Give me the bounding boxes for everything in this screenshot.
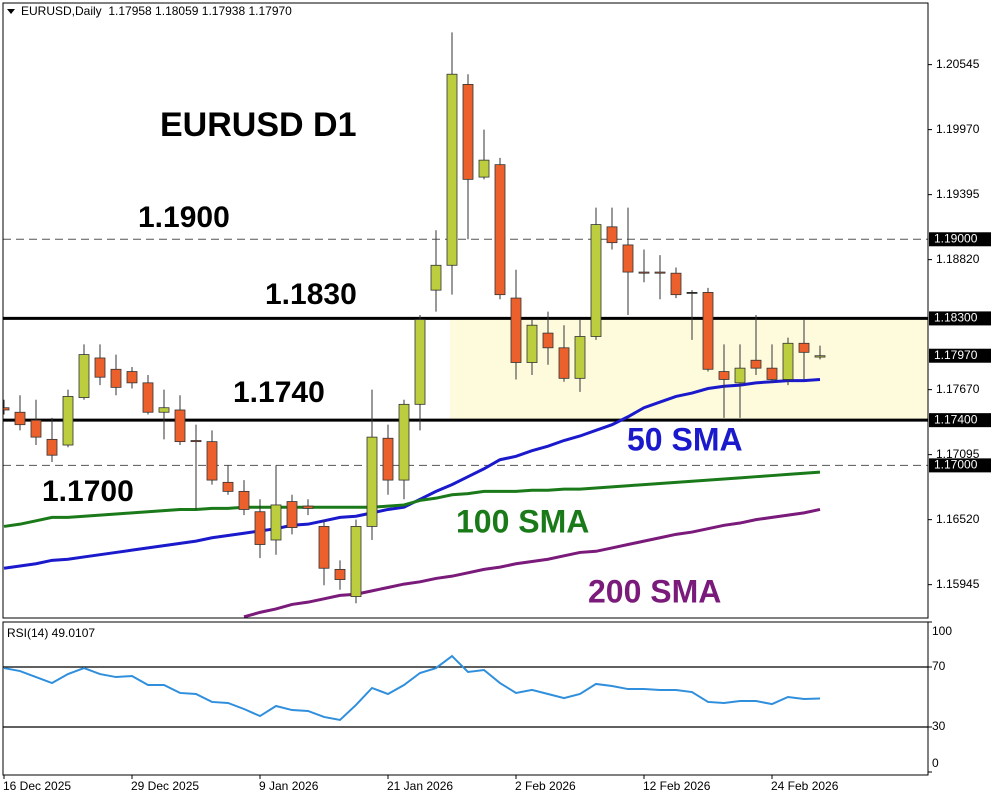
candle-body — [414, 319, 426, 405]
candle-body — [366, 436, 378, 527]
x-tick-label: 24 Feb 2026 — [771, 779, 839, 793]
sma-label: 100 SMA — [456, 503, 589, 539]
candle-body — [206, 441, 218, 481]
candle-body — [14, 411, 26, 426]
candle-body — [30, 419, 42, 438]
candle-body — [3, 407, 10, 411]
rsi-panel-frame — [2, 621, 929, 776]
candle-body — [46, 438, 58, 456]
candle-body — [510, 297, 522, 363]
price-level-label: 1.19000 — [934, 231, 978, 245]
sma-label: 200 SMA — [588, 573, 721, 609]
price-level-label: 1.18300 — [934, 311, 978, 325]
candle-body — [78, 354, 90, 398]
candle-body — [686, 292, 698, 294]
candle-body — [430, 264, 442, 291]
candle-body — [606, 226, 618, 244]
price-level-label: 1.17000 — [934, 458, 978, 472]
price-level-box — [929, 413, 991, 428]
candle-body — [750, 359, 762, 369]
header-arrow — [7, 9, 15, 14]
candle-body — [638, 271, 650, 274]
candle-body — [62, 396, 74, 446]
candle-body — [734, 367, 746, 384]
annotation: 1.1700 — [42, 475, 134, 508]
x-tick-label: 29 Dec 2025 — [131, 779, 199, 793]
y-tick-label: 1.15945 — [936, 577, 980, 591]
candle-body — [446, 73, 458, 266]
candle-body — [590, 224, 602, 337]
y-tick-label: 0 — [932, 756, 939, 770]
candle-body — [478, 159, 490, 178]
candle-body — [766, 367, 778, 380]
candle-body — [462, 83, 474, 180]
annotation: EURUSD D1 — [160, 106, 356, 144]
candle-body — [190, 440, 202, 443]
price-level-box — [929, 458, 991, 473]
y-tick-label: 100 — [932, 624, 952, 638]
y-tick-label: 1.16520 — [936, 512, 980, 526]
y-tick-label: 1.17095 — [936, 447, 980, 461]
annotation: 1.1900 — [138, 201, 230, 234]
y-tick-label: 70 — [932, 659, 946, 673]
x-tick-label: 21 Jan 2026 — [387, 779, 453, 793]
candle-body — [126, 371, 138, 384]
y-tick-label: 1.20545 — [936, 57, 980, 71]
candle-body — [398, 403, 410, 481]
price-level-box — [929, 311, 991, 326]
rsi-header: RSI(14) 49.0107 — [7, 626, 95, 640]
candle-body — [318, 526, 330, 569]
current-price-box — [929, 348, 991, 363]
candle-body — [574, 336, 586, 379]
annotation: 1.1740 — [233, 376, 325, 409]
rsi-line — [3, 654, 821, 722]
candle-body — [798, 342, 810, 353]
candle-body — [622, 244, 634, 273]
x-tick-label: 9 Jan 2026 — [259, 779, 319, 793]
candle-body — [782, 342, 794, 380]
candle-body — [382, 437, 394, 481]
price-level-box — [929, 232, 991, 247]
candle-body — [702, 292, 714, 370]
y-tick-label: 30 — [932, 719, 946, 733]
candle-body — [158, 407, 170, 413]
candle-body — [526, 324, 538, 363]
main-panel-frame — [2, 2, 929, 619]
sma-line — [243, 508, 821, 618]
candle-body — [494, 164, 506, 296]
y-tick-label: 1.17670 — [936, 382, 980, 396]
y-tick-label: 1.19395 — [936, 187, 980, 201]
x-tick-label: 16 Dec 2025 — [3, 779, 71, 793]
candle-body — [670, 272, 682, 296]
candle-body — [302, 505, 314, 509]
price-level-label: 1.17400 — [934, 412, 978, 426]
candle-body — [718, 371, 730, 380]
sma-line — [3, 470, 821, 528]
candle-body — [270, 504, 282, 541]
candle-body — [334, 568, 346, 580]
chart-header: EURUSD,Daily 1.17958 1.18059 1.17938 1.1… — [21, 4, 292, 18]
x-tick-label: 12 Feb 2026 — [643, 779, 711, 793]
x-tick-label: 2 Feb 2026 — [515, 779, 576, 793]
candle-body — [222, 481, 234, 492]
y-tick-label: 1.18820 — [936, 252, 980, 266]
annotation: 1.1830 — [265, 278, 357, 311]
candle-body — [654, 271, 666, 274]
candle-body — [350, 526, 362, 597]
candle-body — [814, 355, 826, 358]
candle-body — [142, 382, 154, 413]
candle-body — [254, 511, 266, 545]
y-tick-label: 1.19970 — [936, 122, 980, 136]
current-price-label: 1.17970 — [934, 348, 978, 362]
sma-label: 50 SMA — [627, 421, 743, 457]
candle-body — [542, 332, 554, 349]
candle-body — [174, 409, 186, 443]
candle-body — [286, 501, 298, 528]
candle-body — [238, 490, 250, 510]
candle-body — [110, 368, 122, 388]
support-resistance-zone — [450, 318, 928, 421]
candle-body — [94, 357, 106, 378]
candle-body — [558, 347, 570, 379]
